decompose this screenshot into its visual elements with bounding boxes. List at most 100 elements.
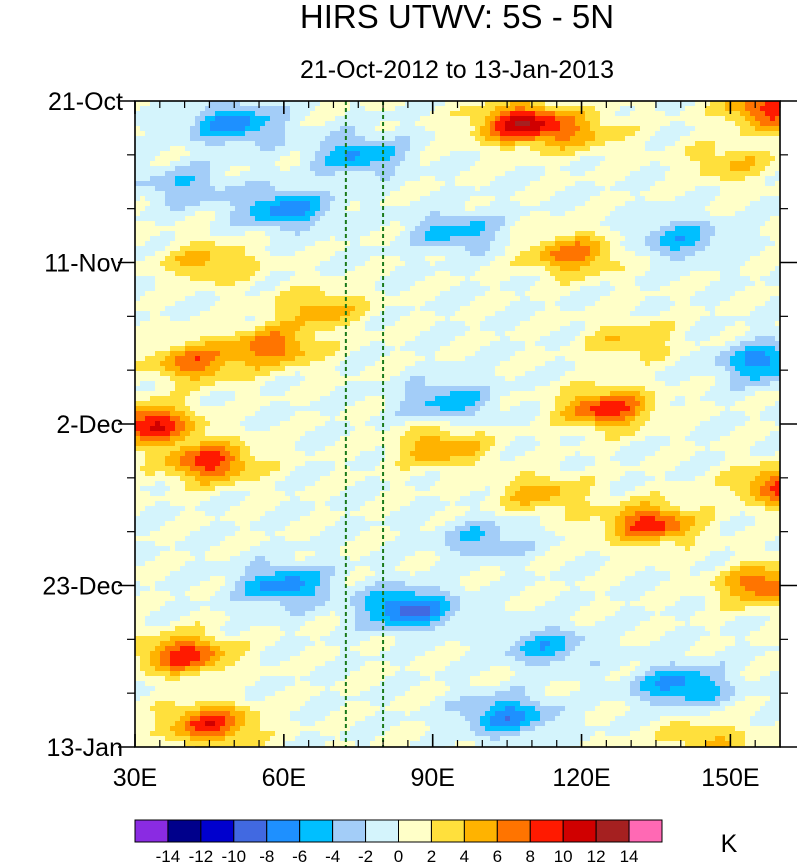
heat-cell (355, 251, 361, 257)
heat-cell (520, 156, 526, 162)
heat-cell (580, 261, 586, 267)
heat-cell (630, 211, 636, 217)
heat-cell (490, 261, 496, 267)
heat-cell (700, 246, 706, 252)
heat-cell (665, 271, 671, 277)
heat-cell (640, 151, 646, 157)
heat-cell (735, 211, 741, 217)
heat-cell (290, 141, 296, 147)
heat-cell (545, 281, 551, 287)
heat-cell (535, 121, 541, 127)
heat-cell (305, 116, 311, 122)
heat-cell (300, 121, 306, 127)
heat-cell (605, 231, 611, 237)
heat-cell (635, 251, 641, 257)
heat-cell (680, 106, 686, 112)
heat-cell (365, 206, 371, 212)
heat-cell (760, 191, 766, 197)
heat-cell (275, 251, 281, 257)
heat-cell (765, 136, 771, 142)
heat-cell (320, 201, 326, 207)
heat-cell (320, 276, 326, 282)
heat-cell (355, 156, 361, 162)
heat-cell (425, 226, 431, 232)
heat-cell (540, 101, 546, 107)
heat-cell (165, 106, 171, 112)
heat-cell (240, 106, 246, 112)
heat-cell (615, 286, 621, 292)
heat-cell (355, 281, 361, 287)
heat-cell (600, 276, 606, 282)
heat-cell (430, 166, 436, 172)
heat-cell (460, 241, 466, 247)
heat-cell (480, 236, 486, 242)
heat-cell (375, 201, 381, 207)
heat-cell (550, 136, 556, 142)
heat-cell (455, 226, 461, 232)
heat-cell (625, 191, 631, 197)
heat-cell (245, 141, 251, 147)
heat-cell (195, 101, 201, 107)
heat-cell (620, 231, 626, 237)
heat-cell (705, 236, 711, 242)
heat-cell (530, 241, 536, 247)
heat-cell (405, 231, 411, 237)
heat-cell (315, 201, 321, 207)
heat-cell (775, 241, 781, 247)
heat-cell (560, 181, 566, 187)
heat-cell (515, 251, 521, 257)
heat-cell (250, 231, 256, 237)
heat-cell (760, 196, 766, 202)
heat-cell (455, 161, 461, 167)
heat-cell (640, 201, 646, 207)
heat-cell (640, 206, 646, 212)
heat-cell (470, 231, 476, 237)
heat-cell (755, 156, 761, 162)
heat-cell (720, 106, 726, 112)
heat-cell (455, 206, 461, 212)
heat-cell (370, 136, 376, 142)
heat-cell (545, 291, 551, 297)
heat-cell (270, 196, 276, 202)
heat-cell (160, 251, 166, 257)
heat-cell (500, 286, 506, 292)
heat-cell (715, 236, 721, 242)
heat-cell (620, 156, 626, 162)
heat-cell (510, 116, 516, 122)
heat-cell (350, 141, 356, 147)
heat-cell (570, 121, 576, 127)
heat-cell (500, 266, 506, 272)
heat-cell (460, 191, 466, 197)
heat-cell (775, 161, 781, 167)
heat-cell (770, 261, 776, 267)
heat-cell (765, 241, 771, 247)
heat-cell (440, 266, 446, 272)
heat-cell (590, 176, 596, 182)
heat-cell (330, 266, 336, 272)
heat-cell (475, 211, 481, 217)
heat-cell (370, 226, 376, 232)
heat-cell (455, 211, 461, 217)
heat-cell (510, 231, 516, 237)
heat-cell (305, 246, 311, 252)
heat-cell (390, 181, 396, 187)
heat-cell (460, 131, 466, 137)
heat-cell (435, 111, 441, 117)
heat-cell (530, 181, 536, 187)
heat-cell (625, 161, 631, 167)
heat-cell (240, 246, 246, 252)
heat-cell (225, 221, 231, 227)
heat-cell (185, 196, 191, 202)
heat-cell (530, 111, 536, 117)
heat-cell (480, 166, 486, 172)
heat-cell (720, 281, 726, 287)
heat-cell (535, 131, 541, 137)
heat-cell (575, 291, 581, 297)
heat-cell (745, 241, 751, 247)
heat-cell (160, 206, 166, 212)
heat-cell (535, 281, 541, 287)
heat-cell (640, 101, 646, 107)
heat-cell (465, 196, 471, 202)
heat-cell (450, 256, 456, 262)
heat-cell (355, 276, 361, 282)
